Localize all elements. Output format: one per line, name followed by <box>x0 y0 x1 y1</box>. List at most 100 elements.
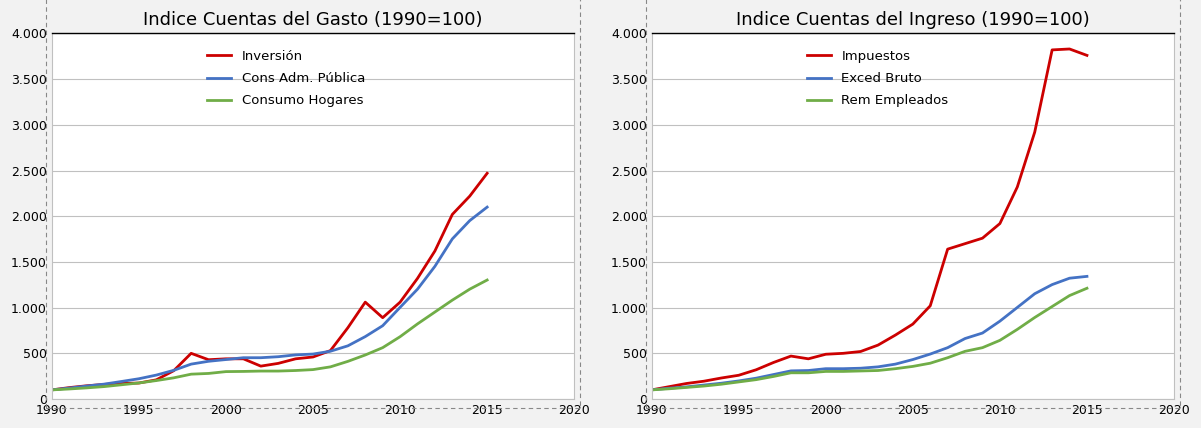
Rem Empleados <box>680 385 694 390</box>
Inversión <box>132 380 147 386</box>
Consumo Hogares <box>480 277 495 282</box>
Inversión <box>97 382 112 387</box>
Impuestos <box>1063 46 1077 51</box>
Inversión <box>358 300 372 305</box>
Exced Bruto <box>993 318 1008 324</box>
Rem Empleados <box>645 387 659 392</box>
Exced Bruto <box>836 366 850 371</box>
Cons Adm. Pública <box>376 323 390 328</box>
Impuestos <box>889 333 903 338</box>
Rem Empleados <box>715 382 729 387</box>
Rem Empleados <box>662 386 676 391</box>
Impuestos <box>662 384 676 389</box>
Impuestos <box>924 303 938 308</box>
Rem Empleados <box>784 370 799 375</box>
Exced Bruto <box>1045 282 1059 287</box>
Consumo Hogares <box>219 369 233 374</box>
Rem Empleados <box>958 349 973 354</box>
Consumo Hogares <box>271 369 286 374</box>
Cons Adm. Pública <box>462 218 477 223</box>
Impuestos <box>715 375 729 380</box>
Consumo Hogares <box>149 378 163 383</box>
Inversión <box>341 325 355 330</box>
Rem Empleados <box>766 374 781 379</box>
Impuestos <box>801 356 815 361</box>
Rem Empleados <box>801 370 815 375</box>
Exced Bruto <box>645 387 659 392</box>
Cons Adm. Pública <box>149 372 163 377</box>
Impuestos <box>975 235 990 241</box>
Rem Empleados <box>1028 315 1042 320</box>
Cons Adm. Pública <box>358 334 372 339</box>
Inversión <box>428 248 442 253</box>
Rem Empleados <box>1080 285 1094 291</box>
Inversión <box>62 385 77 390</box>
Exced Bruto <box>1028 291 1042 296</box>
Consumo Hogares <box>462 287 477 292</box>
Rem Empleados <box>749 377 764 382</box>
Exced Bruto <box>715 380 729 386</box>
Cons Adm. Pública <box>114 379 129 384</box>
Exced Bruto <box>697 383 711 388</box>
Impuestos <box>645 387 659 392</box>
Consumo Hogares <box>393 334 407 339</box>
Consumo Hogares <box>428 309 442 315</box>
Inversión <box>393 300 407 305</box>
Impuestos <box>1080 53 1094 58</box>
Impuestos <box>1028 130 1042 135</box>
Inversión <box>306 354 321 360</box>
Exced Bruto <box>1063 276 1077 281</box>
Inversión <box>446 212 460 217</box>
Exced Bruto <box>731 378 746 383</box>
Cons Adm. Pública <box>202 359 216 364</box>
Rem Empleados <box>1045 304 1059 309</box>
Exced Bruto <box>924 351 938 357</box>
Impuestos <box>854 349 868 354</box>
Impuestos <box>766 360 781 365</box>
Impuestos <box>749 367 764 372</box>
Line: Consumo Hogares: Consumo Hogares <box>52 280 488 390</box>
Exced Bruto <box>662 386 676 391</box>
Inversión <box>114 381 129 386</box>
Line: Inversión: Inversión <box>52 173 488 390</box>
Exced Bruto <box>819 366 833 371</box>
Rem Empleados <box>889 366 903 371</box>
Legend: Impuestos, Exced Bruto, Rem Empleados: Impuestos, Exced Bruto, Rem Empleados <box>802 45 954 113</box>
Inversión <box>219 356 233 361</box>
Exced Bruto <box>801 368 815 373</box>
Inversión <box>79 383 94 388</box>
Exced Bruto <box>958 336 973 341</box>
Legend: Inversión, Cons Adm. Pública, Consumo Hogares: Inversión, Cons Adm. Pública, Consumo Ho… <box>202 45 370 113</box>
Rem Empleados <box>940 355 955 360</box>
Consumo Hogares <box>167 375 181 380</box>
Inversión <box>376 315 390 320</box>
Title: Indice Cuentas del Gasto (1990=100): Indice Cuentas del Gasto (1990=100) <box>143 11 483 29</box>
Consumo Hogares <box>97 384 112 389</box>
Consumo Hogares <box>376 345 390 350</box>
Exced Bruto <box>871 364 885 369</box>
Rem Empleados <box>697 383 711 389</box>
Exced Bruto <box>1080 274 1094 279</box>
Consumo Hogares <box>114 382 129 387</box>
Consumo Hogares <box>288 368 303 373</box>
Impuestos <box>697 379 711 384</box>
Consumo Hogares <box>446 297 460 303</box>
Consumo Hogares <box>358 352 372 357</box>
Exced Bruto <box>749 376 764 381</box>
Cons Adm. Pública <box>97 382 112 387</box>
Cons Adm. Pública <box>219 357 233 362</box>
Cons Adm. Pública <box>271 354 286 359</box>
Impuestos <box>1010 184 1024 190</box>
Cons Adm. Pública <box>62 386 77 391</box>
Inversión <box>462 193 477 199</box>
Impuestos <box>940 247 955 252</box>
Cons Adm. Pública <box>306 351 321 357</box>
Consumo Hogares <box>306 367 321 372</box>
Exced Bruto <box>906 357 920 362</box>
Cons Adm. Pública <box>44 387 59 392</box>
Consumo Hogares <box>44 387 59 392</box>
Inversión <box>411 276 425 281</box>
Consumo Hogares <box>411 321 425 327</box>
Inversión <box>44 387 59 392</box>
Line: Impuestos: Impuestos <box>652 49 1087 390</box>
